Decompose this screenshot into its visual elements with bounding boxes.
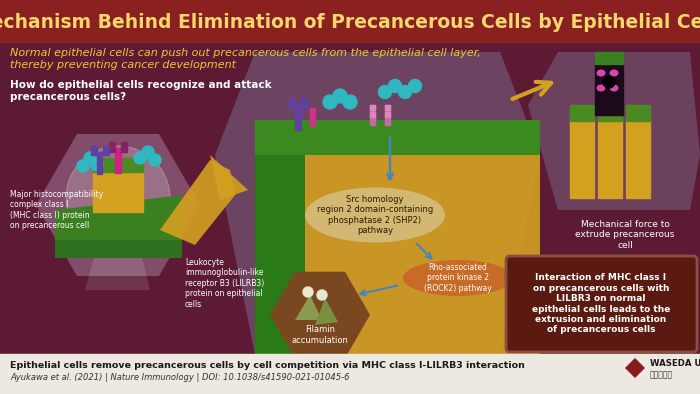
Polygon shape <box>255 120 305 355</box>
Text: Src homology
region 2 domain-containing
phosphatase 2 (SHP2)
pathway: Src homology region 2 domain-containing … <box>317 195 433 235</box>
Bar <box>595 52 623 64</box>
Bar <box>0 292 700 307</box>
Bar <box>598 105 622 121</box>
Ellipse shape <box>610 84 619 91</box>
Bar <box>0 323 700 338</box>
Text: Epithelial cells remove precancerous cells by cell competition via MHC class I-L: Epithelial cells remove precancerous cel… <box>10 361 525 370</box>
Bar <box>91 146 97 155</box>
Bar <box>121 158 143 172</box>
Circle shape <box>134 152 146 164</box>
Text: Filamin
accumulation: Filamin accumulation <box>292 325 349 345</box>
Circle shape <box>409 80 421 93</box>
Bar <box>0 58 700 73</box>
Bar <box>626 118 650 198</box>
Bar <box>310 108 315 126</box>
Circle shape <box>303 287 313 297</box>
Bar <box>385 112 390 117</box>
Bar <box>0 214 700 229</box>
Bar <box>0 42 700 354</box>
Polygon shape <box>270 272 370 358</box>
Bar <box>570 105 594 121</box>
Bar <box>0 182 700 198</box>
Bar <box>93 158 115 172</box>
Bar <box>289 98 295 108</box>
Bar <box>295 105 301 130</box>
Text: 早稲田大学: 早稲田大学 <box>650 370 673 379</box>
Ellipse shape <box>403 260 513 296</box>
Circle shape <box>343 95 357 109</box>
Text: Mechanical force to
extrude precancerous
cell: Mechanical force to extrude precancerous… <box>575 220 675 250</box>
Bar <box>0 0 700 42</box>
Circle shape <box>149 154 161 166</box>
Bar <box>0 120 700 136</box>
Bar <box>115 148 121 173</box>
Text: Leukocyte
immunoglobulin-like
receptor B3 (LILRB3)
protein on epithelial
cells: Leukocyte immunoglobulin-like receptor B… <box>185 258 265 309</box>
Circle shape <box>379 85 391 98</box>
Polygon shape <box>55 195 182 240</box>
Text: WASEDA University: WASEDA University <box>650 359 700 368</box>
Polygon shape <box>36 134 200 276</box>
Polygon shape <box>255 120 540 155</box>
Ellipse shape <box>610 69 619 76</box>
Polygon shape <box>625 358 645 378</box>
Bar <box>0 260 700 276</box>
Bar <box>370 112 375 117</box>
Polygon shape <box>295 295 322 320</box>
FancyBboxPatch shape <box>506 256 697 352</box>
Circle shape <box>84 152 96 164</box>
Bar <box>0 136 700 151</box>
Circle shape <box>398 85 412 98</box>
Bar <box>0 338 700 354</box>
Circle shape <box>317 290 327 300</box>
Bar <box>97 152 102 174</box>
Bar <box>109 142 115 152</box>
Polygon shape <box>528 52 700 210</box>
Bar <box>0 198 700 214</box>
Circle shape <box>333 89 347 103</box>
Bar <box>0 151 700 167</box>
Bar <box>598 118 622 198</box>
Circle shape <box>66 146 170 250</box>
Text: Normal epithelial cells can push out precancerous cells from the epithelial cell: Normal epithelial cells can push out pre… <box>10 48 481 70</box>
Ellipse shape <box>305 188 445 242</box>
Bar <box>0 276 700 292</box>
Bar <box>385 105 390 125</box>
Bar <box>0 229 700 245</box>
Circle shape <box>603 76 615 88</box>
Bar <box>0 354 700 394</box>
Polygon shape <box>85 200 150 290</box>
Circle shape <box>142 146 154 158</box>
Bar <box>595 60 623 115</box>
Circle shape <box>77 160 89 172</box>
Bar <box>0 245 700 260</box>
Bar <box>103 146 109 155</box>
Circle shape <box>323 95 337 109</box>
Bar <box>0 89 700 104</box>
Bar <box>0 42 700 58</box>
Polygon shape <box>255 145 540 355</box>
Bar <box>385 105 390 110</box>
Bar <box>121 142 127 152</box>
Text: Rho-associated
protein kinase 2
(ROCK2) pathway: Rho-associated protein kinase 2 (ROCK2) … <box>424 263 492 293</box>
Bar <box>0 307 700 323</box>
Polygon shape <box>315 298 338 325</box>
Text: How do epithelial cells recognize and attack
precancerous cells?: How do epithelial cells recognize and at… <box>10 80 272 102</box>
Ellipse shape <box>596 69 606 76</box>
Polygon shape <box>215 52 540 355</box>
Bar <box>0 73 700 89</box>
Bar <box>0 167 700 182</box>
Bar <box>301 98 307 108</box>
Text: Major histocompatibility
complex class I
(MHC class I) protein
on precancerous c: Major histocompatibility complex class I… <box>10 190 103 230</box>
Bar <box>626 105 650 121</box>
Circle shape <box>389 80 402 93</box>
Text: Ayukawa et al. (2021) | Nature Immunology | DOI: 10.1038/s41590-021-01045-6: Ayukawa et al. (2021) | Nature Immunolog… <box>10 374 349 383</box>
Bar <box>93 170 143 212</box>
Polygon shape <box>55 238 182 258</box>
Circle shape <box>91 159 103 171</box>
Bar <box>370 105 375 110</box>
Bar <box>0 0 700 42</box>
Bar <box>370 105 375 125</box>
Bar <box>570 118 594 198</box>
Text: Interaction of MHC class I
on precancerous cells with
LILBR3 on normal
epithelia: Interaction of MHC class I on precancero… <box>532 273 670 335</box>
Ellipse shape <box>596 84 606 91</box>
